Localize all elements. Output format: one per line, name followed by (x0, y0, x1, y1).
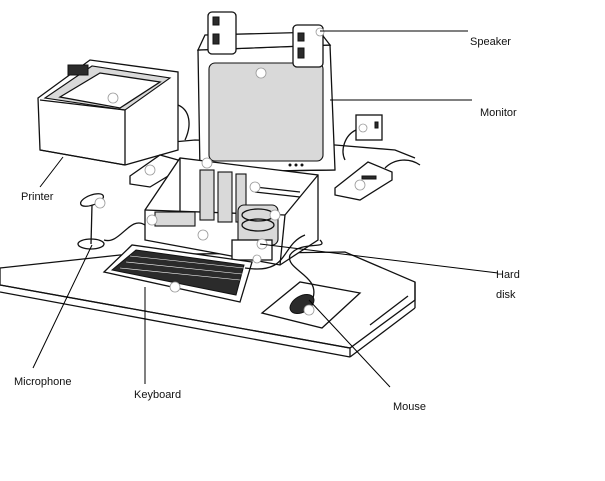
microphone (77, 193, 146, 250)
mouse (289, 239, 323, 316)
speaker-left (207, 11, 237, 55)
label-hard-disk-line1: Hard (496, 269, 520, 281)
keyboard (102, 234, 306, 303)
label-monitor: Monitor (480, 107, 517, 119)
label-printer: Printer (21, 191, 54, 203)
leader-lines (32, 30, 499, 388)
speaker-right (292, 24, 325, 68)
label-speaker: Speaker (470, 36, 511, 48)
wall-outlet (342, 114, 383, 161)
label-mouse: Mouse (393, 401, 427, 413)
label-microphone: Microphone (14, 376, 72, 388)
external-drive (334, 159, 421, 201)
label-hard-disk-line2: disk (496, 289, 516, 301)
label-keyboard: Keyboard (134, 389, 182, 401)
printer (37, 59, 190, 166)
computer-case (144, 157, 319, 266)
